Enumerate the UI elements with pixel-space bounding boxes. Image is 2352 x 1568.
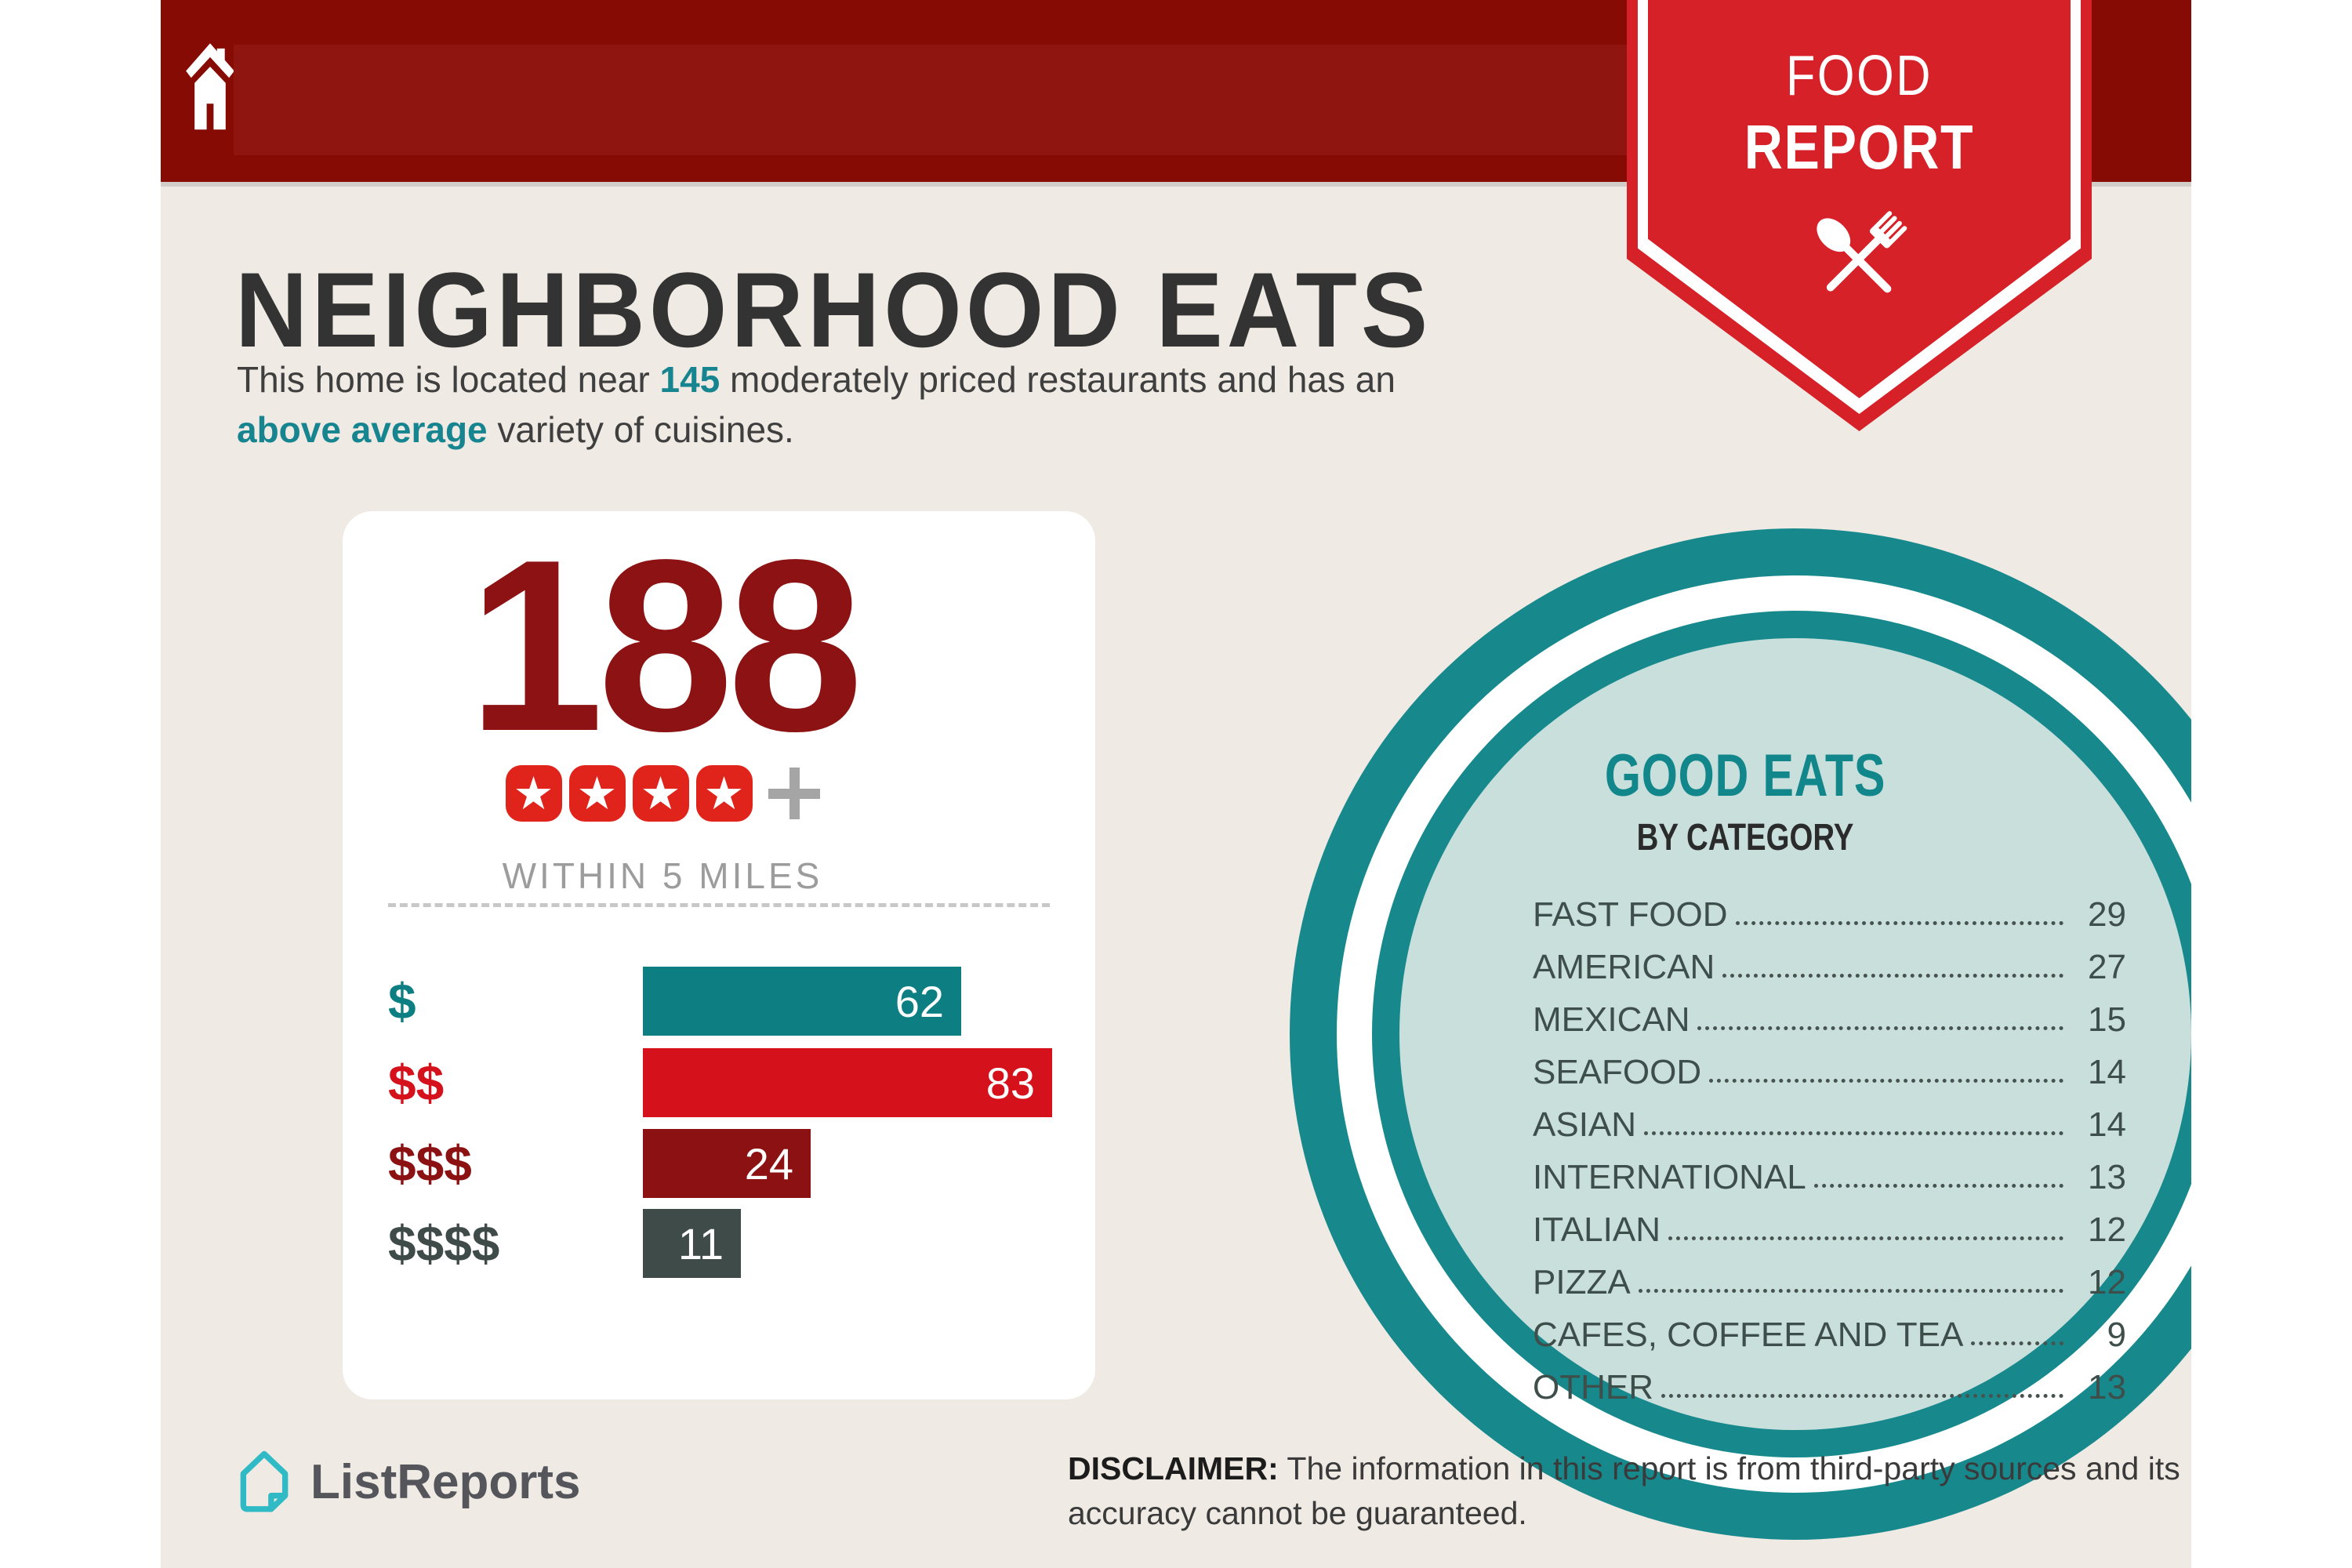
- price-tier-row: $62: [343, 967, 1095, 1036]
- category-label: AMERICAN: [1533, 948, 1715, 986]
- food-report-ribbon: FOOD REPORT: [1627, 0, 2092, 431]
- circle-fill: [1399, 638, 2191, 1430]
- category-list: FAST FOOD 29 AMERICAN 27 MEXICAN 15 SEAFOOD 14 A…: [1533, 888, 2126, 1414]
- disclaimer-text: The information in this report is from t…: [1068, 1450, 2180, 1531]
- category-value: 29: [2088, 895, 2126, 934]
- category-value: 15: [2088, 1000, 2126, 1039]
- price-tier-row: $$$ 24: [343, 1129, 1095, 1198]
- price-tier-label: $$$$: [388, 1215, 500, 1272]
- star-icon: ★: [695, 765, 753, 822]
- dotted-leader: [1697, 1026, 2063, 1030]
- category-row: SEAFOOD 14: [1533, 1046, 2126, 1098]
- price-tier-row: $$ 83: [343, 1048, 1095, 1117]
- intro-text-part1: This home is located near: [237, 359, 660, 400]
- star-icon: ★: [568, 765, 626, 822]
- variety-rating: above average: [237, 409, 488, 450]
- category-label: ITALIAN: [1533, 1210, 1661, 1249]
- category-value: 14: [2088, 1053, 2126, 1091]
- price-tier-row: $$$$ 11: [343, 1209, 1095, 1278]
- dotted-leader: [1661, 1394, 2063, 1398]
- price-tier-label: $$$: [388, 1135, 472, 1192]
- category-label: OTHER: [1533, 1368, 1653, 1406]
- page-title: NEIGHBORHOOD EATS: [235, 251, 1432, 370]
- category-value: 9: [2107, 1316, 2126, 1354]
- category-row: ASIAN 14: [1533, 1098, 2126, 1151]
- house-icon: [186, 43, 234, 130]
- star-icon: ★: [632, 765, 689, 822]
- disclaimer: DISCLAIMER: The information in this repo…: [1068, 1446, 2189, 1536]
- house-page-icon: [240, 1450, 289, 1512]
- category-value: 13: [2088, 1158, 2126, 1196]
- category-row: OTHER 13: [1533, 1361, 2126, 1414]
- category-label: FAST FOOD: [1533, 895, 1728, 934]
- dotted-leader: [1813, 1184, 2063, 1188]
- rating-row: ★ ★ ★ ★: [343, 765, 982, 822]
- price-tier-bar: 83: [643, 1048, 1052, 1117]
- intro-text-part3: variety of cuisines.: [487, 409, 794, 450]
- category-label: MEXICAN: [1533, 1000, 1690, 1039]
- ribbon-title-line2: REPORT: [1744, 112, 1975, 182]
- price-tier-bar: 11: [643, 1209, 741, 1278]
- dotted-leader: [1709, 1079, 2063, 1083]
- disclaimer-label: DISCLAIMER:: [1068, 1450, 1279, 1486]
- dotted-leader: [1971, 1341, 2063, 1345]
- category-value: 27: [2088, 948, 2126, 986]
- food-report-canvas: FOOD REPORT: [161, 0, 2191, 1568]
- crossed-spoon-fork-icon: [1816, 211, 1907, 293]
- listreports-logo: ListReports: [235, 1449, 580, 1515]
- category-row: CAFES, COFFEE AND TEA 9: [1533, 1308, 2126, 1361]
- stats-card: 188 ★ ★ ★ ★ WITHIN 5 MILES $62 $$ 83 $$$ 24 $$$$…: [343, 511, 1095, 1399]
- category-row: ITALIAN 12: [1533, 1203, 2126, 1256]
- plus-icon: [768, 768, 820, 819]
- category-row: PIZZA 12: [1533, 1256, 2126, 1308]
- restaurant-count: 145: [659, 359, 720, 400]
- price-tier-label: $: [388, 973, 416, 1029]
- category-row: MEXICAN 15: [1533, 993, 2126, 1046]
- price-tier-bar: 62: [643, 967, 961, 1036]
- category-value: 12: [2088, 1210, 2126, 1249]
- category-row: INTERNATIONAL 13: [1533, 1151, 2126, 1203]
- category-label: SEAFOOD: [1533, 1053, 1702, 1091]
- radius-label: WITHIN 5 MILES: [502, 855, 823, 896]
- brand-name: ListReports: [310, 1454, 581, 1509]
- intro-text-part2: moderately priced restaurants and has an: [720, 359, 1396, 400]
- category-row: FAST FOOD 29: [1533, 888, 2126, 941]
- category-value: 14: [2088, 1105, 2126, 1144]
- category-value: 13: [2088, 1368, 2126, 1406]
- star-icon: ★: [505, 765, 562, 822]
- good-eats-title: GOOD EATS: [1604, 742, 1886, 809]
- dotted-leader: [1722, 974, 2063, 978]
- dotted-leader: [1644, 1131, 2063, 1135]
- category-label: CAFES, COFFEE AND TEA: [1533, 1316, 1964, 1354]
- category-label: INTERNATIONAL: [1533, 1158, 1806, 1196]
- dotted-leader: [1638, 1289, 2063, 1293]
- dashed-divider: [388, 903, 1050, 907]
- dotted-leader: [1735, 921, 2063, 925]
- price-tier-label: $$: [388, 1054, 445, 1111]
- category-label: PIZZA: [1533, 1263, 1631, 1301]
- stars-tiles: ★ ★ ★ ★: [505, 765, 753, 822]
- address-redaction-box: [234, 45, 1631, 155]
- ribbon-title-line1: FOOD: [1786, 45, 1933, 107]
- dotted-leader: [1668, 1236, 2063, 1240]
- price-tier-bar: 24: [643, 1129, 811, 1198]
- good-eats-heading: GOOD EATS BY CATEGORY: [1471, 742, 2020, 859]
- intro-text: This home is located near 145 moderately…: [237, 354, 1428, 455]
- category-label: ASIAN: [1533, 1105, 1637, 1144]
- total-restaurant-count: 188: [467, 510, 864, 782]
- category-row: AMERICAN 27: [1533, 941, 2126, 993]
- category-value: 12: [2088, 1263, 2126, 1301]
- good-eats-subtitle: BY CATEGORY: [1636, 817, 1854, 858]
